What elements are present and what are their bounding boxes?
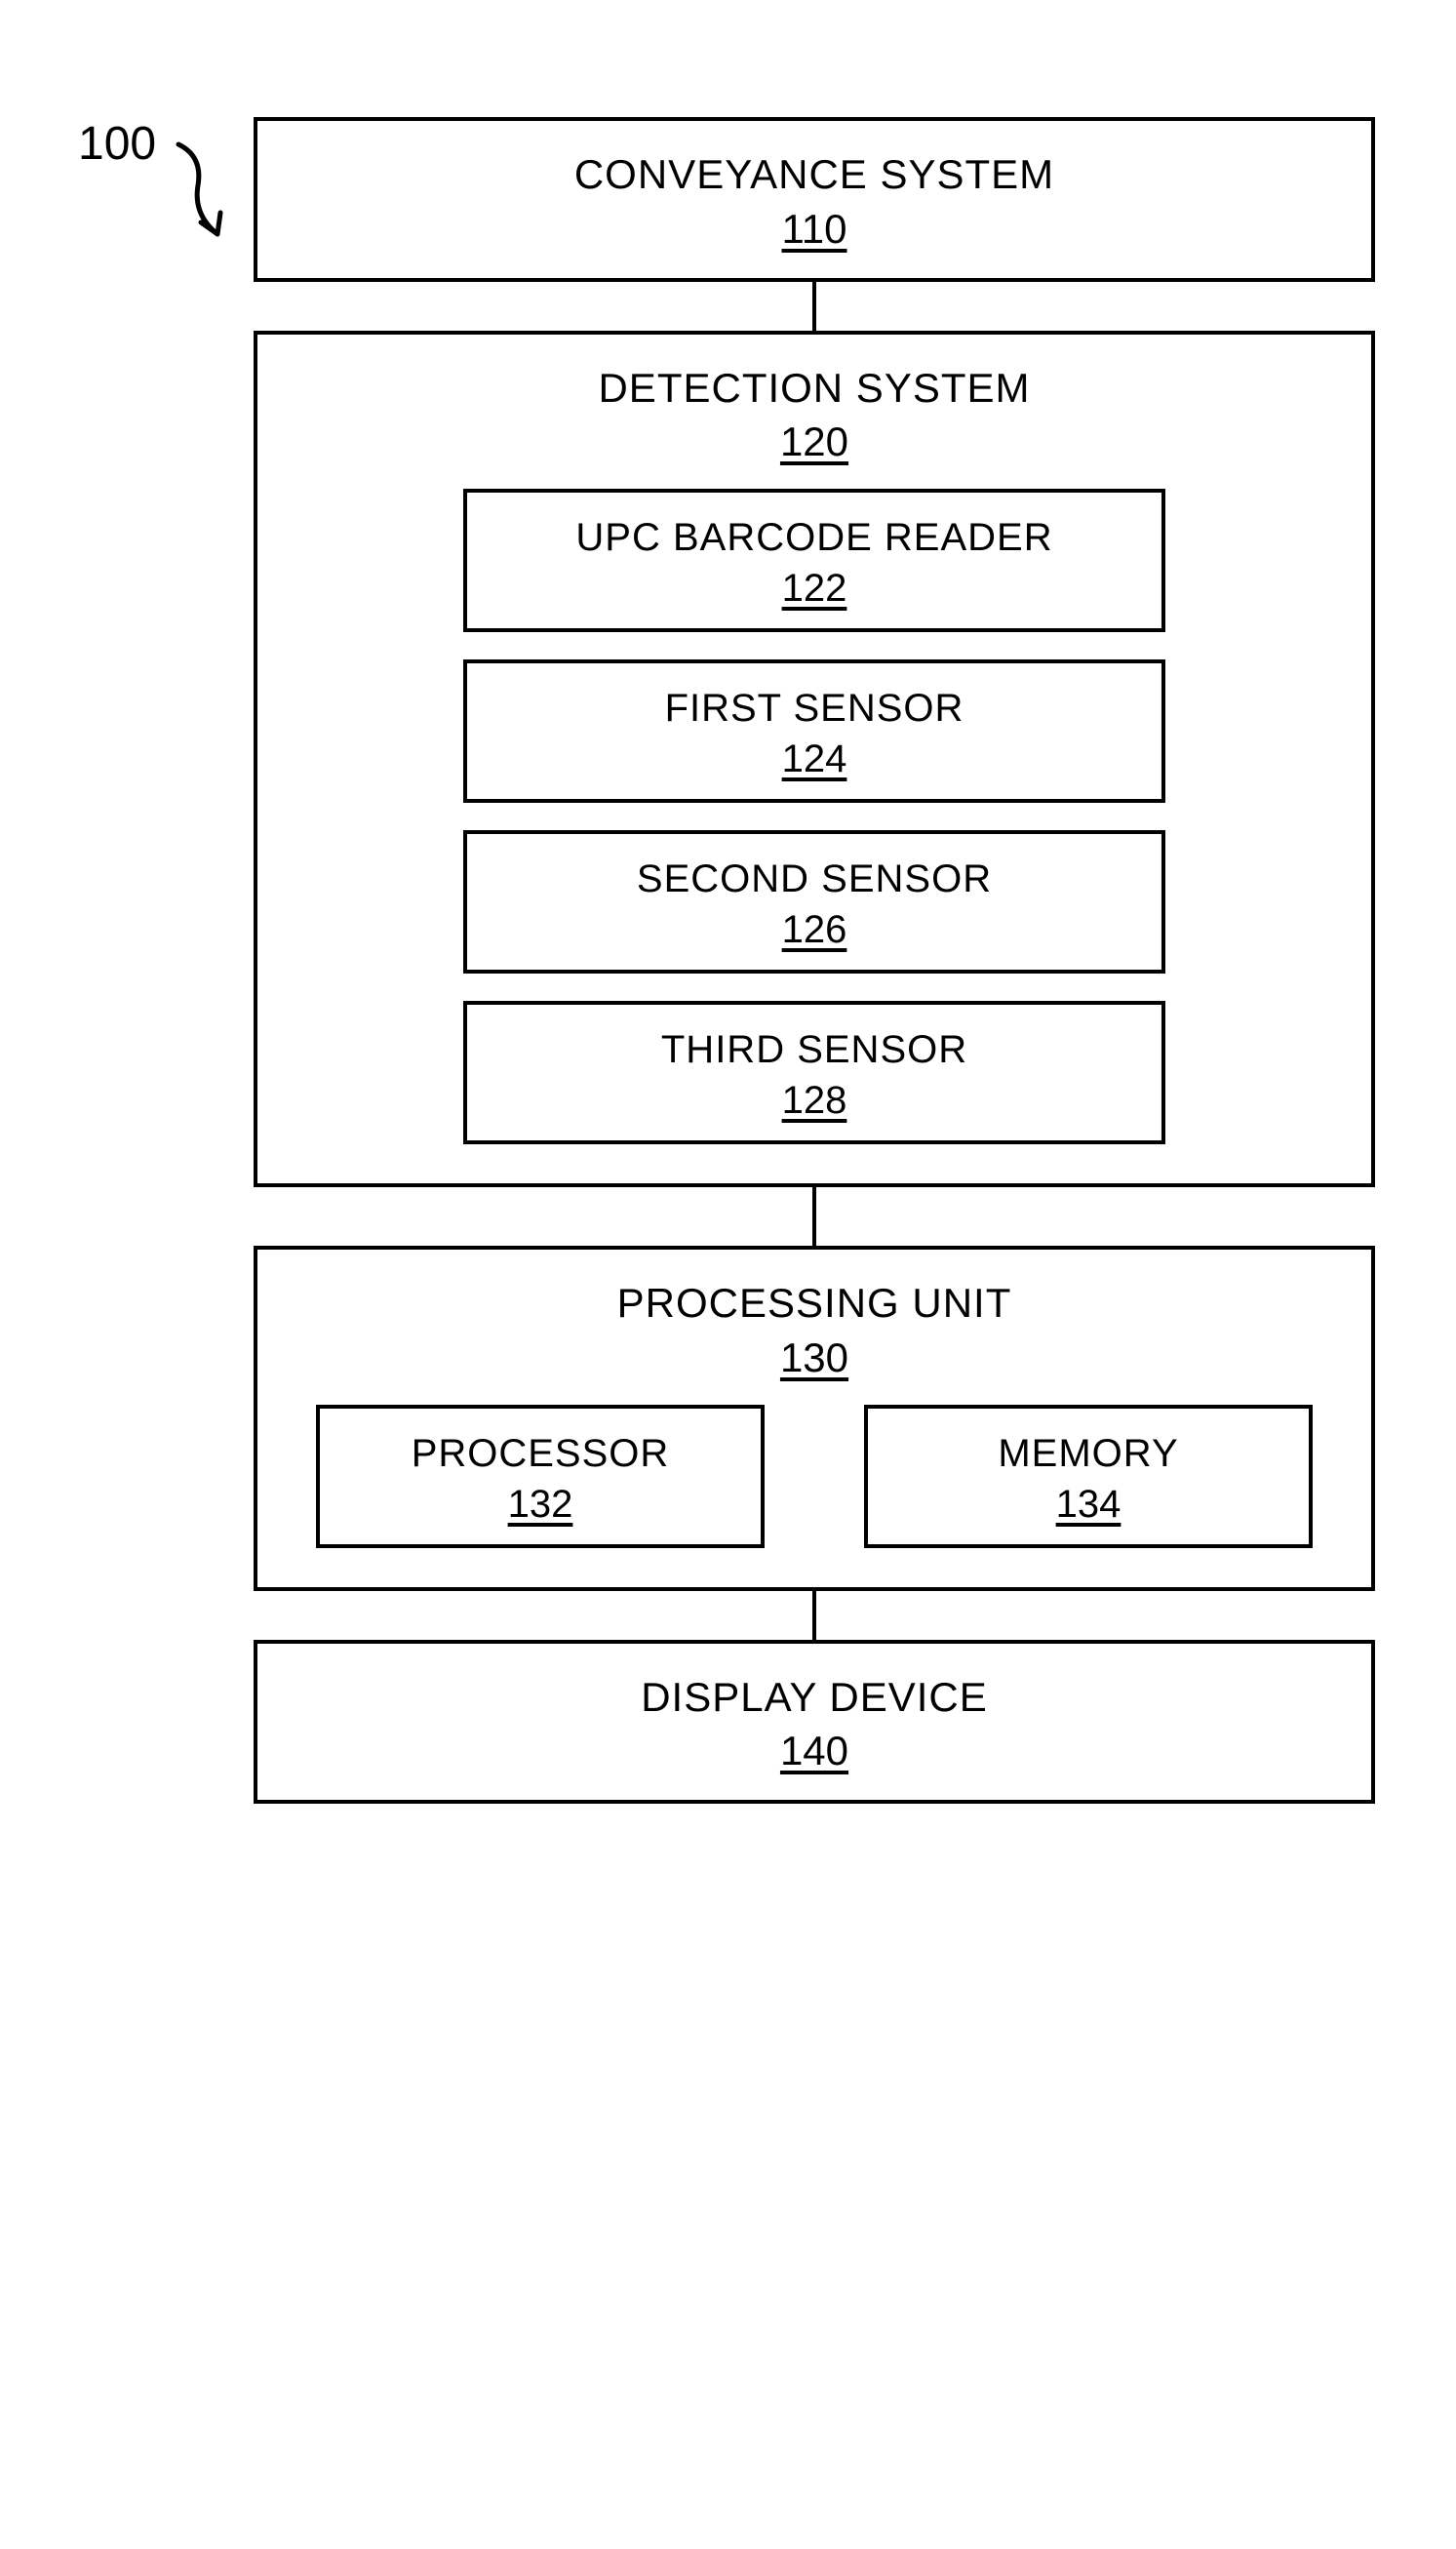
processing-unit-block: PROCESSING UNIT 130 PROCESSOR 132 MEMORY… xyxy=(254,1246,1375,1591)
connector-line xyxy=(812,1187,816,1246)
block-title: PROCESSING UNIT xyxy=(316,1277,1313,1331)
block-number: 110 xyxy=(782,206,847,253)
block-title: THIRD SENSOR xyxy=(487,1024,1142,1075)
block-title: PROCESSOR xyxy=(339,1428,741,1479)
reference-number: 100 xyxy=(78,117,156,171)
block-number: 128 xyxy=(782,1079,847,1123)
reference-arrow-icon xyxy=(164,137,252,275)
block-number: 132 xyxy=(508,1483,573,1527)
upc-barcode-reader-block: UPC BARCODE READER 122 xyxy=(463,489,1165,632)
first-sensor-block: FIRST SENSOR 124 xyxy=(463,659,1165,803)
conveyance-system-block: CONVEYANCE SYSTEM 110 xyxy=(254,117,1375,282)
block-title: FIRST SENSOR xyxy=(487,683,1142,734)
block-title: SECOND SENSOR xyxy=(487,854,1142,904)
third-sensor-block: THIRD SENSOR 128 xyxy=(463,1001,1165,1144)
block-number: 126 xyxy=(782,908,847,952)
block-title: CONVEYANCE SYSTEM xyxy=(277,148,1352,202)
blocks-column: CONVEYANCE SYSTEM 110 DETECTION SYSTEM 1… xyxy=(254,117,1375,1804)
diagram-reference-label: 100 xyxy=(78,117,252,275)
block-title: DETECTION SYSTEM xyxy=(335,362,1293,416)
detection-system-block: DETECTION SYSTEM 120 UPC BARCODE READER … xyxy=(254,331,1375,1188)
block-title: UPC BARCODE READER xyxy=(487,512,1142,563)
block-title: DISPLAY DEVICE xyxy=(277,1671,1352,1725)
connector-line xyxy=(812,1591,816,1640)
detection-children: UPC BARCODE READER 122 FIRST SENSOR 124 … xyxy=(335,489,1293,1144)
block-title: MEMORY xyxy=(887,1428,1289,1479)
system-block-diagram: 100 CONVEYANCE SYSTEM 110 DETECTION SYST… xyxy=(59,117,1397,1804)
processor-block: PROCESSOR 132 xyxy=(316,1405,765,1548)
memory-block: MEMORY 134 xyxy=(864,1405,1313,1548)
block-number: 122 xyxy=(782,567,847,611)
processing-children: PROCESSOR 132 MEMORY 134 xyxy=(316,1405,1313,1548)
block-number: 130 xyxy=(780,1334,848,1381)
block-number: 134 xyxy=(1056,1483,1122,1527)
block-number: 124 xyxy=(782,737,847,781)
block-number: 120 xyxy=(780,418,848,465)
display-device-block: DISPLAY DEVICE 140 xyxy=(254,1640,1375,1805)
block-number: 140 xyxy=(780,1728,848,1774)
second-sensor-block: SECOND SENSOR 126 xyxy=(463,830,1165,974)
connector-line xyxy=(812,282,816,331)
